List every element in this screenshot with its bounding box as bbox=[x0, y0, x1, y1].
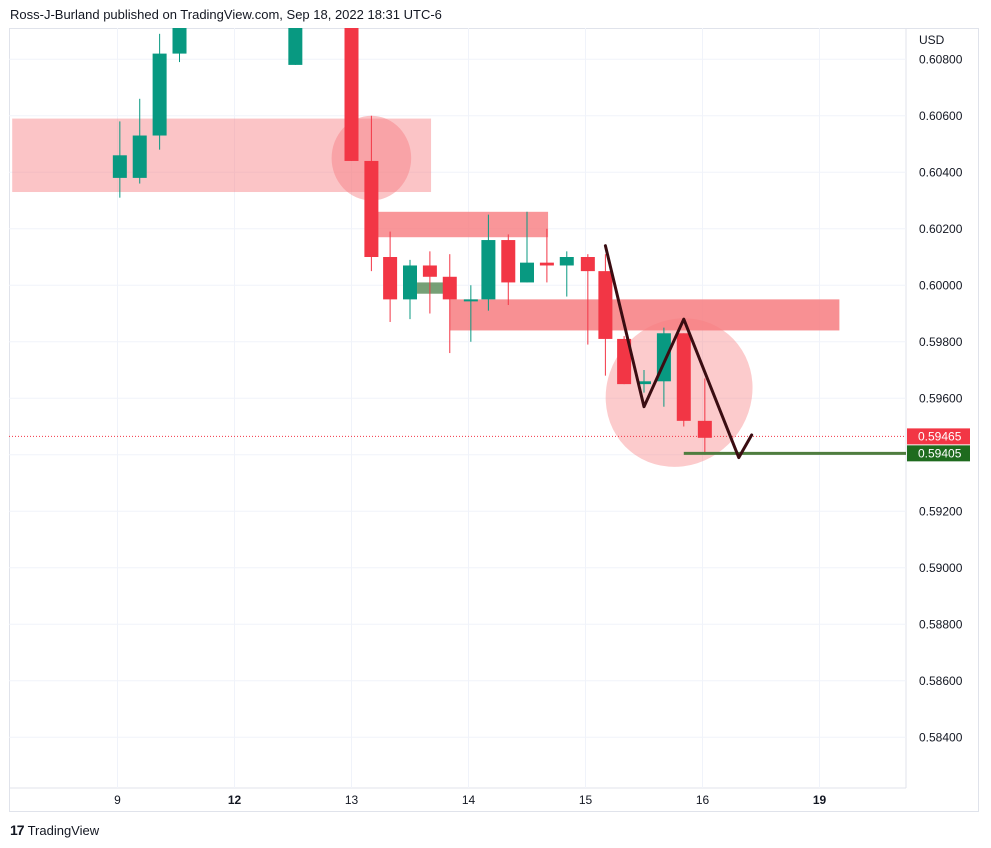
y-tick-label: 0.60400 bbox=[919, 165, 963, 179]
x-tick-label: 12 bbox=[228, 793, 242, 807]
candle-body bbox=[617, 338, 632, 385]
x-tick-label: 19 bbox=[813, 793, 827, 807]
resistance-zone bbox=[12, 118, 432, 193]
y-tick-label: 0.59200 bbox=[919, 504, 963, 518]
candle-body bbox=[697, 420, 712, 438]
candle-body bbox=[132, 135, 147, 178]
y-tick-label: 0.58400 bbox=[919, 730, 963, 744]
candle-body bbox=[539, 262, 554, 266]
last-price-label-bg bbox=[907, 428, 970, 445]
candle-body bbox=[580, 257, 595, 272]
y-tick-label: 0.60000 bbox=[919, 278, 963, 292]
y-tick-label: 0.59800 bbox=[919, 335, 963, 349]
candle-body bbox=[403, 265, 417, 300]
y-tick-label: 0.58600 bbox=[919, 674, 963, 688]
candle-body bbox=[676, 333, 691, 421]
y-tick-label: 0.58800 bbox=[919, 617, 963, 631]
y-tick-label: 0.59600 bbox=[919, 391, 963, 405]
candle-body bbox=[501, 240, 516, 283]
y-tick-label: 0.60800 bbox=[919, 52, 963, 66]
chart-border bbox=[9, 28, 979, 812]
candle-body bbox=[172, 28, 187, 54]
candle-body bbox=[288, 28, 303, 65]
candle-body bbox=[383, 257, 398, 300]
resistance-zone bbox=[374, 211, 549, 238]
x-tick-label: 13 bbox=[345, 793, 359, 807]
candle-body bbox=[422, 265, 437, 277]
candle-body bbox=[559, 257, 574, 266]
support-price-label: 0.59405 bbox=[918, 446, 962, 460]
x-tick-label: 14 bbox=[462, 793, 476, 807]
resistance-zone bbox=[449, 299, 840, 331]
y-tick-label: 0.60600 bbox=[919, 109, 963, 123]
candle-body bbox=[112, 155, 127, 178]
plot-area bbox=[9, 28, 906, 467]
candle-body bbox=[637, 381, 651, 385]
publisher-caption: Ross-J-Burland published on TradingView.… bbox=[10, 7, 442, 22]
green-band bbox=[417, 282, 450, 294]
y-tick-label: 0.59000 bbox=[919, 561, 963, 575]
candle-body bbox=[152, 53, 167, 136]
x-tick-label: 15 bbox=[579, 793, 593, 807]
candlestick-chart[interactable]: USD 0.60800 0.60600 0.60400 0.60200 0.60000 0.… bbox=[9, 28, 979, 812]
last-price-label: 0.59465 bbox=[918, 429, 962, 443]
candle-body bbox=[520, 262, 534, 283]
candle-body bbox=[364, 160, 379, 257]
support-price-label-bg bbox=[907, 445, 970, 462]
chart-frame[interactable]: USD 0.60800 0.60600 0.60400 0.60200 0.60000 0.… bbox=[9, 28, 979, 812]
candle-body bbox=[442, 276, 457, 300]
tradingview-logo-icon: 17 bbox=[10, 822, 25, 838]
footer-branding: 17 TradingView bbox=[10, 822, 99, 838]
projected-path bbox=[603, 244, 754, 460]
x-tick-label: 9 bbox=[114, 793, 121, 807]
currency-label: USD bbox=[919, 33, 945, 47]
y-tick-label: 0.60200 bbox=[919, 222, 963, 236]
candle-body bbox=[598, 271, 613, 339]
brand-name: TradingView bbox=[27, 822, 100, 838]
candle-body bbox=[344, 28, 359, 161]
candle-body bbox=[463, 299, 478, 302]
candle-body bbox=[481, 240, 496, 300]
x-tick-label: 16 bbox=[696, 793, 710, 807]
